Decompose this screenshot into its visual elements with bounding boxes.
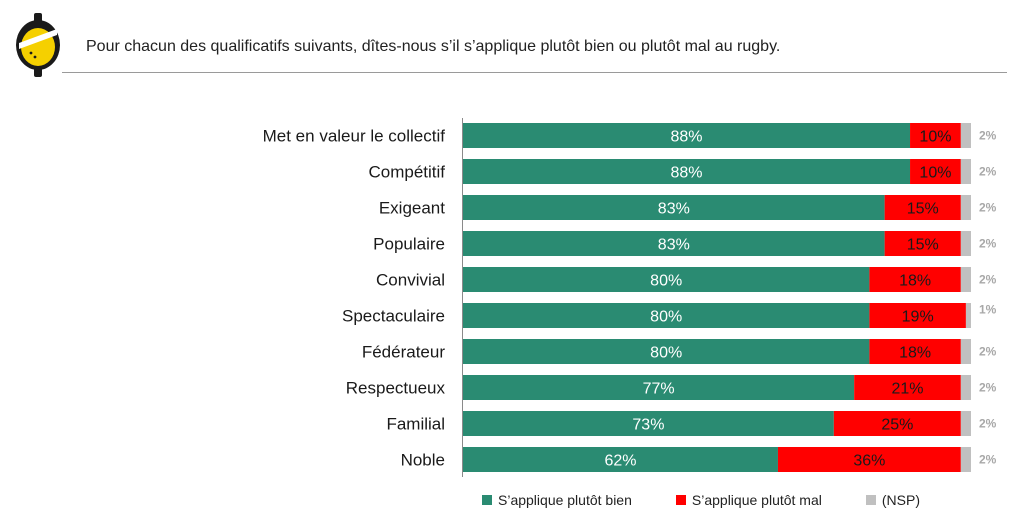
legend-label-bien: S’applique plutôt bien (498, 492, 632, 508)
bar-mal (884, 195, 961, 220)
bar-mal (854, 375, 961, 400)
bar-nsp (960, 339, 971, 364)
bar-nsp (960, 123, 971, 148)
data-label-mal: 19% (902, 309, 934, 326)
data-label-nsp: 2% (979, 273, 997, 287)
data-label-bien: 88% (671, 129, 703, 146)
logo-icon (16, 13, 60, 77)
bar-bien (463, 339, 870, 364)
category-label: Exigeant (379, 199, 445, 218)
bar-mal (869, 267, 961, 292)
data-label-bien: 77% (643, 381, 675, 398)
legend-item-bien: S’applique plutôt bien (482, 492, 632, 508)
data-label-mal: 15% (907, 237, 939, 254)
bar-nsp (960, 195, 971, 220)
legend-item-mal: S’applique plutôt mal (675, 492, 822, 508)
category-label: Populaire (373, 235, 445, 254)
bar-bien (463, 375, 855, 400)
data-label-nsp: 2% (979, 417, 997, 431)
legend: S’applique plutôt bien S’applique plutôt… (482, 492, 920, 508)
bar-mal (910, 123, 961, 148)
data-label-nsp: 2% (979, 129, 997, 143)
bar-nsp (965, 303, 971, 328)
bar-bien (463, 231, 885, 256)
bar-bien (463, 123, 911, 148)
bar-mal (910, 159, 961, 184)
bar-nsp (960, 231, 971, 256)
legend-swatch-mal (675, 495, 686, 505)
data-label-bien: 80% (650, 345, 682, 362)
category-label: Met en valeur le collectif (263, 127, 446, 146)
legend-swatch-bien (482, 495, 492, 505)
category-label: Compétitif (368, 163, 445, 182)
legend-label-mal: S’applique plutôt mal (691, 492, 822, 508)
data-label-mal: 18% (899, 345, 931, 362)
data-label-mal: 36% (853, 453, 885, 470)
bar-mal (777, 447, 961, 472)
data-label-bien: 80% (650, 309, 682, 326)
bar-bien (463, 195, 885, 220)
data-label-nsp: 2% (979, 201, 997, 215)
legend-item-nsp: (NSP) (865, 492, 920, 508)
data-label-bien: 62% (604, 453, 636, 470)
bar-nsp (960, 159, 971, 184)
data-label-bien: 83% (658, 201, 690, 218)
data-label-bien: 73% (632, 417, 664, 434)
data-label-bien: 83% (658, 237, 690, 254)
data-label-nsp: 2% (979, 237, 997, 251)
data-label-mal: 21% (891, 381, 923, 398)
category-label: Fédérateur (362, 343, 445, 362)
bar-nsp (960, 411, 971, 436)
bar-bien (463, 411, 834, 436)
data-label-nsp: 2% (979, 165, 997, 179)
data-label-nsp: 2% (979, 381, 997, 395)
bar-bien (463, 447, 778, 472)
bar-bien (463, 159, 911, 184)
data-label-nsp: 1% (979, 303, 997, 317)
data-label-mal: 10% (919, 165, 951, 182)
data-label-bien: 88% (671, 165, 703, 182)
category-label: Respectueux (346, 379, 446, 398)
bar-mal (869, 339, 961, 364)
bar-nsp (960, 375, 971, 400)
bar-mal (833, 411, 961, 436)
category-label: Familial (386, 415, 445, 434)
category-label: Noble (401, 451, 445, 470)
category-label: Spectaculaire (342, 307, 445, 326)
data-label-bien: 80% (650, 273, 682, 290)
data-label-mal: 25% (881, 417, 913, 434)
bar-nsp (960, 267, 971, 292)
legend-swatch-nsp (865, 495, 876, 505)
legend-label-nsp: (NSP) (881, 492, 920, 508)
data-label-nsp: 2% (979, 345, 997, 359)
category-label: Convivial (376, 271, 445, 290)
question-text: Pour chacun des qualificatifs suivants, … (86, 38, 781, 55)
bar-nsp (960, 447, 971, 472)
data-label-mal: 10% (919, 129, 951, 146)
data-label-mal: 18% (899, 273, 931, 290)
bar-bien (463, 303, 870, 328)
bar-mal (884, 231, 961, 256)
data-label-mal: 15% (907, 201, 939, 218)
header-divider (62, 72, 1007, 73)
bar-mal (869, 303, 966, 328)
data-label-nsp: 2% (979, 453, 997, 467)
bar-bien (463, 267, 870, 292)
